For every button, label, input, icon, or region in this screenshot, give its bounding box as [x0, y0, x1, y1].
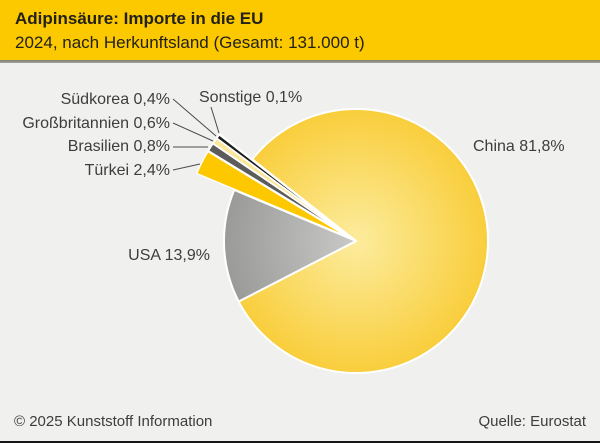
leader-line — [172, 163, 201, 171]
chart-title: Adipinsäure: Importe in die EU — [15, 9, 264, 28]
header-shadow-divider — [0, 60, 600, 63]
leader-line — [172, 98, 217, 137]
slice-label-suedkorea: Südkorea 0,4% — [60, 91, 170, 108]
slice-label-brasilien: Brasilien 0,8% — [67, 138, 170, 155]
slice-label-tuerkei: Türkei 2,4% — [84, 162, 170, 179]
pie-slice-tuerkei — [196, 150, 349, 238]
bottom-border — [0, 441, 600, 443]
leader-line — [172, 122, 214, 142]
chart-subtitle: 2024, nach Herkunftsland (Gesamt: 131.00… — [15, 33, 365, 52]
slice-label-grossbritannien: Großbritannien 0,6% — [22, 115, 170, 132]
pie-slice-china — [237, 108, 489, 374]
header: Adipinsäure: Importe in die EU 2024, nac… — [0, 0, 600, 60]
leader-line — [210, 106, 220, 134]
slice-label-usa: USA 13,9% — [128, 247, 210, 264]
copyright-notice: © 2025 Kunststoff Information — [14, 413, 213, 430]
slice-label-china: China 81,8% — [473, 138, 565, 155]
pie-slice-usa — [223, 188, 357, 303]
pie-slice-brasilien — [207, 143, 350, 237]
slice-label-sonstige: Sonstige 0,1% — [199, 89, 303, 106]
source-credit: Quelle: Eurostat — [478, 413, 586, 430]
